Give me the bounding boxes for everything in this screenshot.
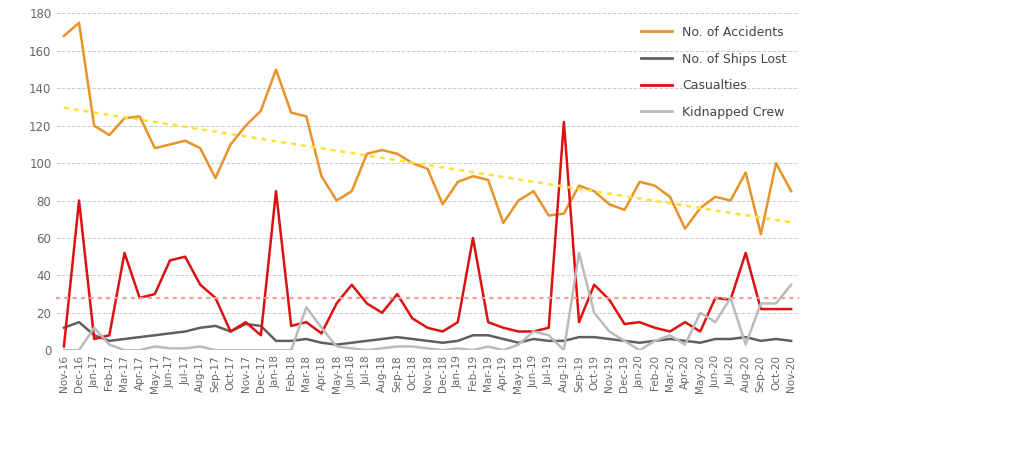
Legend: No. of Accidents, No. of Ships Lost, Casualties, Kidnapped Crew: No. of Accidents, No. of Ships Lost, Cas…: [634, 20, 793, 125]
